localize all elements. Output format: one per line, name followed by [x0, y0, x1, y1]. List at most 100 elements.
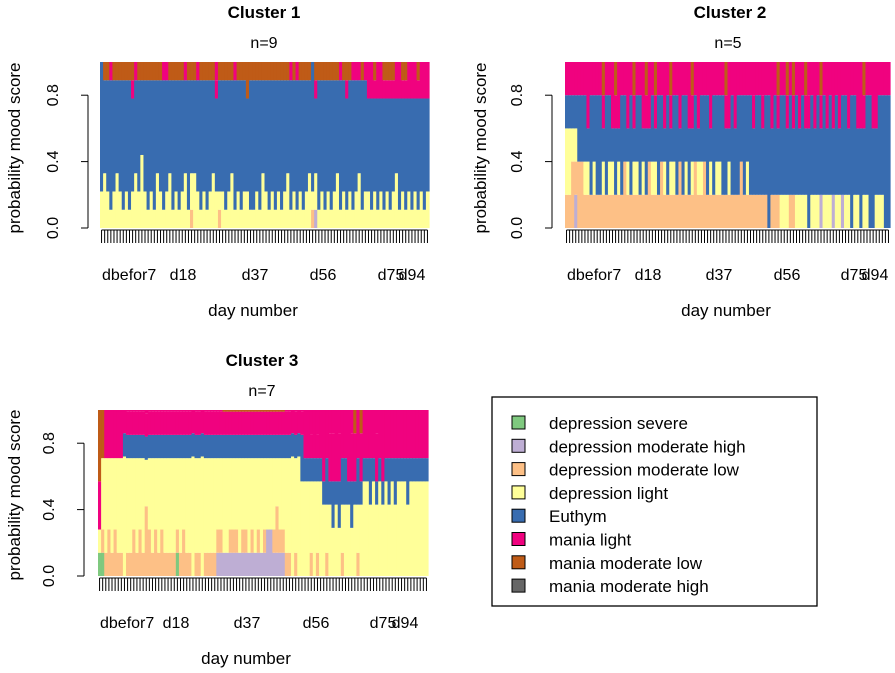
- bar-segment-depression-light: [144, 459, 149, 507]
- bar-segment-Euthym: [124, 80, 129, 192]
- bar-segment-mania-light: [678, 62, 683, 129]
- bar-segment-mania-moderate-low: [307, 62, 312, 81]
- bar-segment-Euthym: [266, 434, 270, 459]
- bar-segment-depression-moderate-low: [206, 552, 211, 576]
- bar-segment-Euthym: [748, 95, 753, 195]
- y-tick-label: 0.4: [41, 498, 58, 520]
- bar-segment-Euthym: [656, 95, 661, 195]
- bar-segment-mania-moderate-low: [332, 62, 337, 81]
- bar-segment-Euthym: [211, 80, 216, 174]
- bar-segment-mania-light: [295, 62, 300, 81]
- bar-segment-depression-moderate-low: [791, 194, 796, 228]
- bar-segment-mania-light: [828, 62, 833, 96]
- bar-segment-depression-light: [200, 456, 205, 576]
- bar-segment-Euthym: [394, 98, 399, 174]
- bar-segment-mania-light: [574, 62, 578, 96]
- bar-segment-mania-light: [160, 411, 164, 435]
- bar-segment-depression-light: [100, 191, 104, 228]
- bar-segment-Euthym: [122, 433, 127, 457]
- bar-segment-depression-moderate-low: [770, 194, 775, 228]
- bar-segment-Euthym: [303, 458, 308, 482]
- bar-segment-depression-light: [323, 209, 328, 228]
- bar-segment-depression-moderate-high: [231, 552, 236, 576]
- bar-segment-Euthym: [163, 434, 168, 459]
- bar-segment-mania-moderate-low: [283, 62, 287, 81]
- bar-segment-Euthym: [601, 128, 606, 162]
- legend-swatch: [511, 462, 526, 477]
- bar-segment-Euthym: [641, 128, 646, 162]
- bar-segment-Euthym: [365, 458, 370, 482]
- bar-segment-Euthym: [586, 128, 591, 162]
- bar-segment-depression-severe: [98, 552, 102, 576]
- bar-segment-mania-light: [353, 433, 357, 482]
- bar-segment-Euthym: [143, 80, 148, 192]
- bar-segment-depression-light: [329, 209, 334, 228]
- bar-segment-Euthym: [252, 80, 256, 210]
- bar-segment-mania-moderate-low: [250, 410, 255, 412]
- bar-segment-depression-light: [413, 191, 418, 228]
- bar-segment-Euthym: [396, 458, 401, 482]
- bar-segment-mania-light: [368, 410, 373, 459]
- bar-segment-mania-light: [247, 411, 252, 435]
- bar-segment-remainder: [129, 410, 133, 412]
- bar-segment-mania-light: [598, 62, 603, 96]
- bar-segment-depression-light: [219, 458, 224, 530]
- bar-segment-mania-moderate-low: [225, 410, 230, 412]
- bar-segment-mania-light: [141, 411, 146, 435]
- bar-segment-depression-light: [224, 209, 228, 228]
- bar-segment-mania-light: [109, 62, 114, 81]
- bar-segment-depression-light: [273, 209, 278, 228]
- legend-label: depression moderate high: [549, 437, 746, 456]
- bar-segment-Euthym: [675, 95, 680, 195]
- bar-segment-Euthym: [412, 458, 417, 482]
- bar-segment-depression-light: [239, 209, 244, 228]
- bar-segment-depression-moderate-low: [712, 194, 716, 228]
- bar-segment-mania-light: [853, 62, 857, 96]
- bar-segment-depression-light: [307, 173, 312, 228]
- bar-segment-depression-moderate-low: [160, 529, 164, 576]
- x-tick-label: d37: [234, 615, 261, 632]
- y-tick-label: 0.0: [509, 217, 526, 239]
- bar-segment-Euthym: [289, 80, 294, 210]
- bar-segment-depression-light: [353, 504, 357, 576]
- bar-segment-mania-light: [877, 62, 882, 96]
- bar-segment-mania-light: [745, 62, 750, 96]
- bar-segment-depression-light: [424, 481, 429, 576]
- bar-segment-depression-light: [208, 191, 213, 228]
- bar-segment-Euthym: [693, 95, 698, 162]
- bar-segment-Euthym: [690, 128, 695, 162]
- bar-segment-depression-light: [387, 504, 392, 576]
- bar-segment-mania-light: [340, 410, 345, 459]
- bar-segment-mania-light: [840, 62, 845, 96]
- bar-segment-depression-light: [610, 161, 615, 195]
- bar-segment-Euthym: [874, 128, 879, 195]
- bar-segment-Euthym: [363, 80, 368, 192]
- bar-segment-mania-light: [163, 411, 168, 435]
- bar-segment-Euthym: [727, 128, 732, 162]
- bar-segment-depression-moderate-low: [684, 194, 689, 228]
- y-tick-label: 0.8: [45, 84, 62, 106]
- bar-segment-depression-light: [571, 128, 575, 162]
- bar-segment-depression-light: [813, 194, 818, 228]
- bar-segment-Euthym: [311, 62, 315, 192]
- bar-segment-depression-light: [146, 209, 151, 228]
- bar-segment-mania-moderate-low: [382, 62, 387, 81]
- bar-segment-mania-light: [421, 410, 426, 459]
- bar-segment-mania-light: [620, 62, 624, 96]
- bar-segment-remainder: [154, 410, 158, 412]
- bar-segment-Euthym: [565, 95, 569, 129]
- legend-label: depression light: [549, 484, 668, 503]
- bar-segment-mania-moderate-low: [224, 62, 228, 81]
- bar-segment-depression-light: [409, 481, 414, 576]
- legend-items: depression severe depression moderate hig…: [511, 414, 746, 596]
- bar-segment-mania-light: [287, 411, 292, 435]
- bar-segment-mania-light: [379, 62, 384, 99]
- bar-segment-mania-moderate-low: [124, 62, 129, 81]
- bar-segment-Euthym: [100, 62, 104, 192]
- bar-segment-Euthym: [169, 434, 174, 459]
- bar-segment-depression-light: [250, 458, 255, 530]
- bar-segment-mania-moderate-low: [267, 62, 272, 81]
- bar-segment-depression-light: [877, 194, 882, 228]
- bar-segment-Euthym: [382, 98, 387, 210]
- bar-segment-mania-light: [138, 411, 143, 435]
